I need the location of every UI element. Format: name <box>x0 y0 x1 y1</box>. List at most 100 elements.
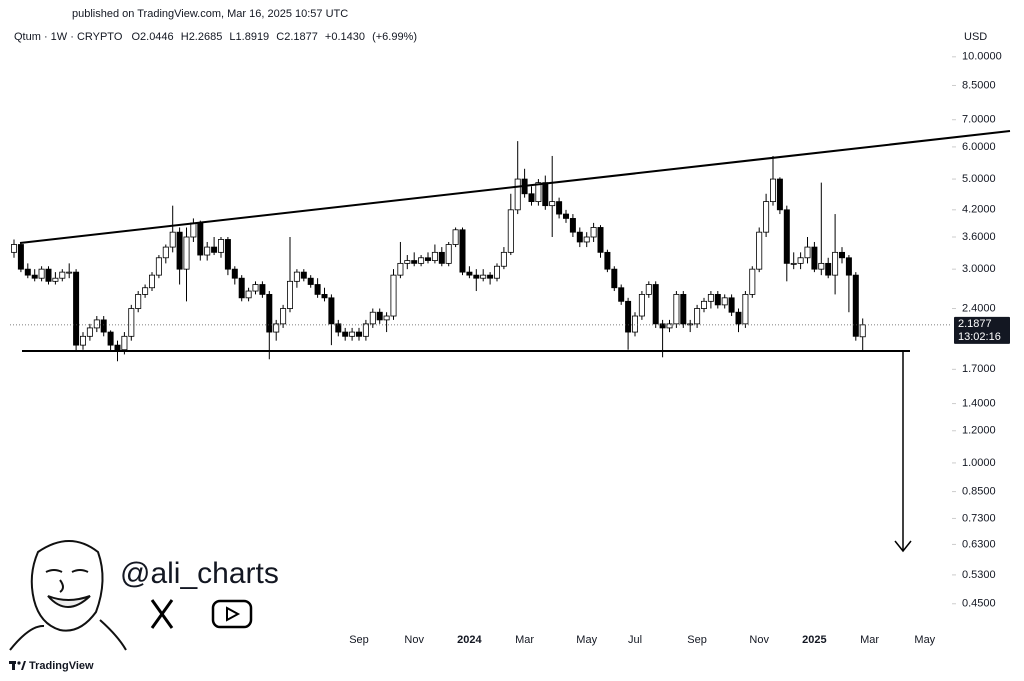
candle-body <box>314 284 321 295</box>
candle-body <box>832 251 839 276</box>
candle-body <box>190 222 197 238</box>
candle-body <box>259 284 266 295</box>
candle-body <box>197 222 204 256</box>
candle-body <box>845 257 852 276</box>
change: +0.1430 <box>325 31 365 43</box>
x-tick-label: Sep <box>687 634 707 646</box>
candle-body <box>418 257 425 264</box>
candle-body <box>369 311 376 325</box>
candle-body <box>825 262 832 276</box>
candle-body <box>569 218 576 233</box>
candle-body <box>535 182 542 203</box>
x-tick-label: May <box>576 634 597 646</box>
candle-body <box>563 213 570 219</box>
candle-body <box>280 308 287 325</box>
plot: 10.0000 8.5000 7.0000 6.0000 5.0000 4.2000 3.6… <box>10 51 1010 646</box>
candle-body <box>618 287 625 302</box>
candle-body <box>694 308 701 325</box>
avatar <box>9 540 127 651</box>
y-tick-label: 0.4500 <box>962 598 996 610</box>
candle-body <box>17 244 24 270</box>
candle-body <box>31 274 38 279</box>
candle-body <box>155 257 162 276</box>
candle-body <box>107 331 114 346</box>
candle-body <box>721 297 728 306</box>
candle-body <box>224 239 231 270</box>
candle-body <box>66 271 73 274</box>
candle-body <box>542 182 549 207</box>
x-tick-label: Mar <box>860 634 879 646</box>
candle-body <box>625 300 632 333</box>
last-price-label: 2.1877 <box>958 318 992 330</box>
candle-body <box>514 178 521 211</box>
candle-body <box>162 246 169 259</box>
candle-body <box>342 331 349 337</box>
candle-body <box>424 257 431 261</box>
y-tick-label: 0.8500 <box>962 485 996 497</box>
candle-body <box>362 323 369 337</box>
candle-body <box>493 265 500 279</box>
y-tick-label: 10.0000 <box>962 51 1002 63</box>
symbol: Qtum · 1W · CRYPTO <box>14 31 123 43</box>
candle-body <box>10 244 17 253</box>
candle-body <box>390 274 397 317</box>
candle-body <box>121 335 128 351</box>
close-value: 2.1877 <box>284 31 318 43</box>
y-tick-label: 6.0000 <box>962 141 996 153</box>
candle-body <box>73 271 80 346</box>
y-tick-label: 1.2000 <box>962 425 996 437</box>
candle-body <box>790 262 797 265</box>
published-note: published on TradingView.com, Mar 16, 20… <box>72 8 348 20</box>
candle-body <box>100 319 107 333</box>
candle-body <box>300 271 307 279</box>
candle-body <box>45 268 52 282</box>
candle-body <box>431 251 438 261</box>
candle-body <box>859 324 866 338</box>
candle-body <box>652 284 659 325</box>
candle-body <box>252 284 259 292</box>
candle-body <box>404 260 411 264</box>
candle-body <box>480 274 487 279</box>
change-pct: (+6.99%) <box>372 31 417 43</box>
candle-body <box>597 227 604 253</box>
high-value: 2.2685 <box>189 31 223 43</box>
candle-body <box>142 287 149 295</box>
brand: TradingView <box>29 660 94 672</box>
candle-body <box>266 293 273 333</box>
candle-body <box>742 293 749 325</box>
candle-body <box>528 193 535 203</box>
candle-body <box>645 284 652 295</box>
candle-body <box>452 229 459 245</box>
candle-body <box>590 227 597 238</box>
candle-body <box>507 209 514 253</box>
y-tick-label: 1.7000 <box>962 363 996 375</box>
candle-body <box>611 268 618 289</box>
candle-body <box>659 323 666 329</box>
candle-body <box>148 274 155 289</box>
candle-body <box>238 277 245 299</box>
tv-logo <box>9 661 26 670</box>
x-tick-label: 2025 <box>802 634 826 646</box>
y-tick-label: 8.5000 <box>962 79 996 91</box>
candle-body <box>24 268 31 276</box>
candle-body <box>114 344 121 351</box>
ohlc-label: H <box>181 31 189 43</box>
youtube-icon <box>211 599 253 629</box>
y-tick-label: 0.6300 <box>962 538 996 550</box>
candle-body <box>135 293 142 309</box>
x-tick-label: 2024 <box>457 634 482 646</box>
y-tick-label: 4.2000 <box>962 204 996 216</box>
candle-body <box>183 236 190 270</box>
candle-body <box>86 327 93 337</box>
y-tick-label: 2.4000 <box>962 302 996 314</box>
currency: USD <box>964 31 987 43</box>
x-tick-label: Jul <box>628 634 642 646</box>
candle-body <box>776 178 783 211</box>
candle-body <box>52 277 59 282</box>
candle-body <box>500 251 507 267</box>
x-tick-label: May <box>914 634 935 646</box>
y-tick-label: 3.0000 <box>962 263 996 275</box>
candle-body <box>666 323 673 329</box>
